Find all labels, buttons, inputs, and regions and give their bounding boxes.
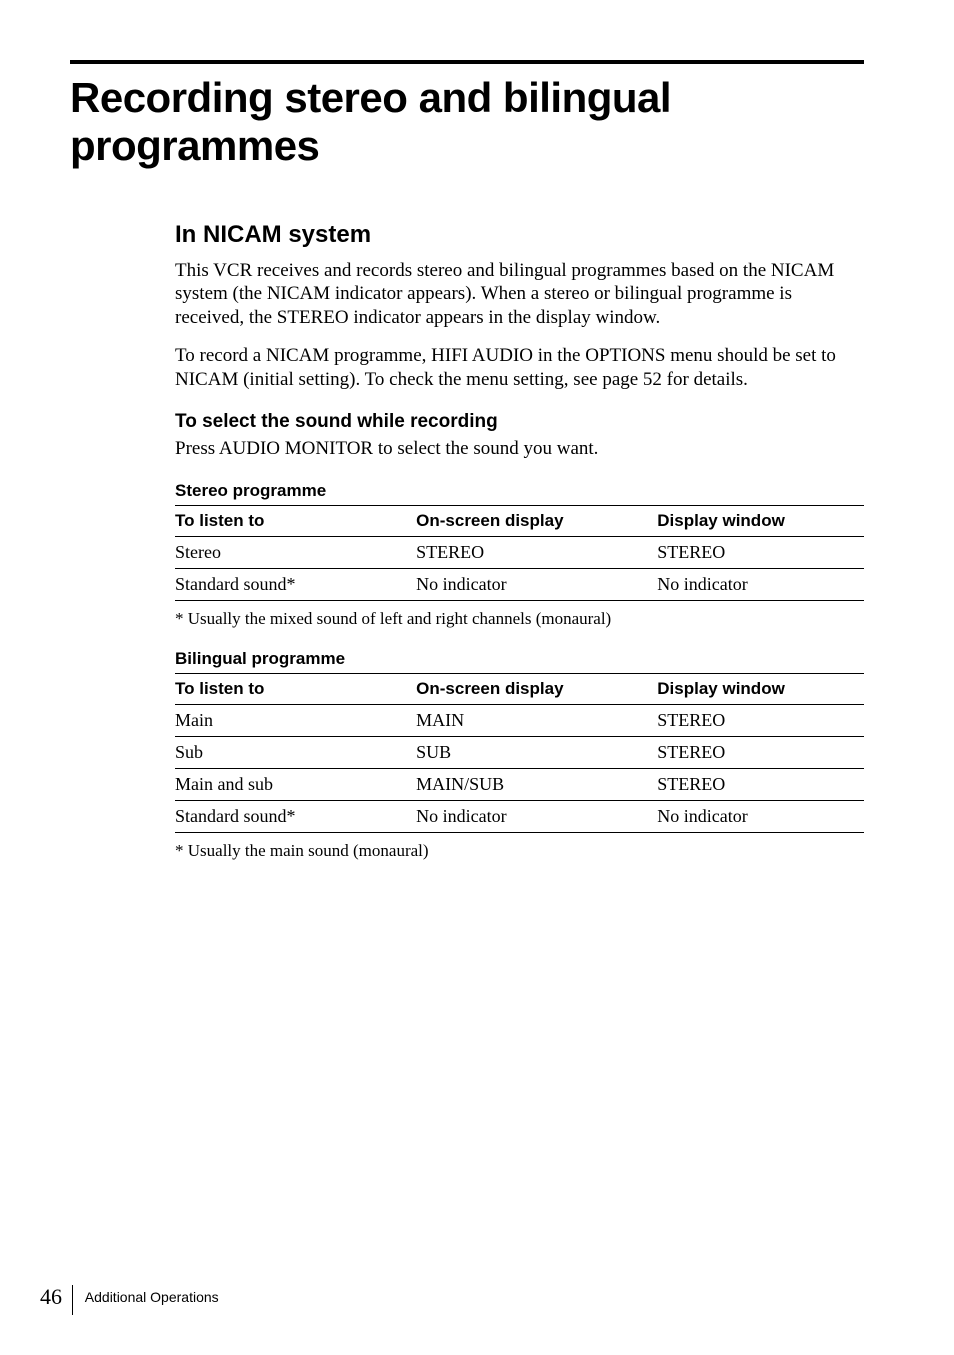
table-row: Stereo STEREO STEREO [175, 537, 864, 569]
table1-col-header-1: On-screen display [416, 506, 657, 537]
table2-cell: SUB [416, 737, 657, 769]
footer-section-label: Additional Operations [85, 1289, 219, 1305]
footer-divider [72, 1285, 73, 1315]
section-heading: In NICAM system [175, 221, 864, 249]
table1-cell: STEREO [416, 537, 657, 569]
content-area: In NICAM system This VCR receives and re… [175, 221, 864, 862]
page-title: Recording stereo and bilingual programme… [70, 74, 864, 171]
para-audio-monitor: Press AUDIO MONITOR to select the sound … [175, 437, 864, 461]
table-row: Standard sound* No indicator No indicato… [175, 801, 864, 833]
page-number: 46 [40, 1284, 62, 1309]
table-row: Sub SUB STEREO [175, 737, 864, 769]
table1-col-header-0: To listen to [175, 506, 416, 537]
page-footer: 46 Additional Operations [40, 1284, 219, 1315]
table-header-row: To listen to On-screen display Display w… [175, 506, 864, 537]
table2-title: Bilingual programme [175, 649, 864, 669]
bilingual-programme-table: To listen to On-screen display Display w… [175, 673, 864, 833]
subheading-select-sound: To select the sound while recording [175, 411, 864, 433]
table2-cell: STEREO [657, 769, 864, 801]
table2-cell: MAIN [416, 705, 657, 737]
intro-para-2: To record a NICAM programme, HIFI AUDIO … [175, 344, 864, 392]
table1-cell: Stereo [175, 537, 416, 569]
table-row: Main and sub MAIN/SUB STEREO [175, 769, 864, 801]
stereo-programme-table: To listen to On-screen display Display w… [175, 505, 864, 601]
table-row: Main MAIN STEREO [175, 705, 864, 737]
table-row: Standard sound* No indicator No indicato… [175, 569, 864, 601]
table1-cell: No indicator [416, 569, 657, 601]
table1-cell: STEREO [657, 537, 864, 569]
table2-cell: No indicator [416, 801, 657, 833]
table2-cell: No indicator [657, 801, 864, 833]
table2-cell: STEREO [657, 737, 864, 769]
table1-col-header-2: Display window [657, 506, 864, 537]
table2-col-header-1: On-screen display [416, 674, 657, 705]
table-header-row: To listen to On-screen display Display w… [175, 674, 864, 705]
top-rule [70, 60, 864, 64]
table2-col-header-2: Display window [657, 674, 864, 705]
table2-footnote: * Usually the main sound (monaural) [175, 841, 864, 861]
table1-cell: No indicator [657, 569, 864, 601]
table2-cell: Standard sound* [175, 801, 416, 833]
table1-cell: Standard sound* [175, 569, 416, 601]
table2-cell: Main and sub [175, 769, 416, 801]
table2-cell: Main [175, 705, 416, 737]
table2-cell: STEREO [657, 705, 864, 737]
table1-footnote: * Usually the mixed sound of left and ri… [175, 609, 864, 629]
table2-cell: Sub [175, 737, 416, 769]
table2-cell: MAIN/SUB [416, 769, 657, 801]
table2-col-header-0: To listen to [175, 674, 416, 705]
table1-title: Stereo programme [175, 481, 864, 501]
intro-para-1: This VCR receives and records stereo and… [175, 259, 864, 330]
